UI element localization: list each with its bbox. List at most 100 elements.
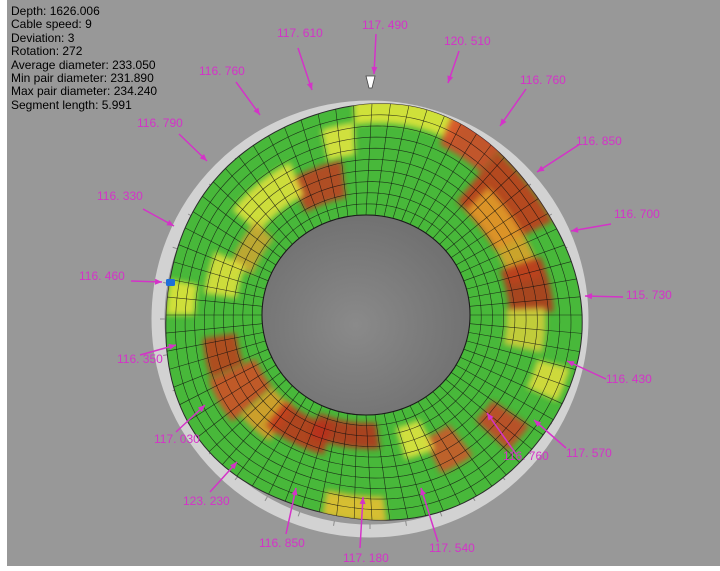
callout-label: 123. 230 (183, 494, 230, 508)
info-label: Average diameter (11, 57, 106, 72)
info-label: Depth (11, 4, 44, 18)
callout-arrowhead (359, 497, 366, 505)
info-separator: : (107, 84, 114, 99)
callout-arrowhead (230, 462, 237, 470)
callout-arrowhead (537, 165, 545, 172)
callout-label: 117. 030 (154, 432, 200, 446)
info-row: Average diameter: 233.050 (11, 57, 157, 72)
callout-leader (420, 487, 439, 543)
callout-label: 116. 330 (97, 189, 143, 203)
callout: 116. 760 (499, 73, 566, 127)
callout-leader (533, 419, 567, 449)
callout-arrowhead (154, 278, 162, 285)
callout-leader (566, 360, 607, 380)
callout-label: 116. 790 (137, 116, 183, 130)
info-label: Segment length (11, 97, 96, 112)
callout-label: 117. 540 (429, 541, 475, 555)
callout-label: 120. 510 (444, 34, 491, 48)
callout-arrowhead (585, 293, 593, 300)
callout-arrowhead (199, 153, 207, 161)
callout-leader (285, 487, 297, 535)
info-row: Min pair diameter: 231.890 (11, 71, 157, 86)
heatmap-patch (208, 358, 273, 422)
info-value: 1626.006 (49, 4, 100, 18)
callout-label: 117. 610 (277, 26, 323, 40)
info-label: Min pair diameter (11, 71, 104, 86)
callout-arrowhead (371, 66, 378, 74)
callout-label: 116. 760 (503, 449, 549, 463)
info-value: 9 (85, 17, 92, 32)
info-separator: : (55, 44, 63, 59)
callout-label: 116. 460 (79, 269, 125, 283)
callout-label: 116. 350 (117, 352, 163, 366)
callout-leader (486, 412, 517, 455)
callout-label: 117. 490 (362, 18, 408, 32)
info-label: Cable speed (11, 17, 79, 32)
callout: 120. 510 (444, 34, 491, 84)
callout-label: 115. 730 (626, 288, 672, 302)
heatmap-patch (503, 307, 546, 353)
info-value: 3 (67, 30, 75, 45)
heatmap-patch (166, 279, 199, 315)
callout-arrowhead (168, 343, 176, 350)
callout-label: 116. 700 (614, 207, 660, 221)
top-marker[interactable] (365, 75, 376, 89)
callout-label: 116. 850 (259, 536, 305, 550)
callout: 123. 230 (183, 461, 238, 508)
callout-arrowhead (420, 488, 426, 496)
callout-arrowhead (567, 361, 575, 367)
callout-arrowhead (291, 488, 298, 496)
left-marker[interactable] (166, 279, 175, 286)
callout-leader (499, 88, 527, 127)
callout-label: 117. 180 (343, 551, 389, 565)
info-row: Depth: 1626.006 (11, 4, 157, 18)
surface-heatmap (166, 103, 571, 521)
heatmap-patch (240, 387, 294, 442)
callout: 117. 610 (277, 26, 323, 91)
callout-leader (359, 496, 364, 549)
callout: 116. 760 (199, 64, 261, 116)
callout-leader (536, 143, 581, 173)
callout: 117. 540 (420, 487, 475, 555)
info-separator: : (95, 97, 102, 112)
info-separator: : (78, 17, 86, 32)
callout-leader (297, 47, 313, 91)
callout: 115. 730 (584, 288, 672, 302)
callout-arrowhead (306, 82, 313, 90)
info-label: Deviation (11, 30, 62, 45)
callout: 116. 430 (566, 360, 652, 386)
callout: 116. 850 (536, 134, 622, 173)
callout-arrowhead (571, 226, 579, 233)
callout: 116. 460 (79, 269, 163, 285)
callout-arrowhead (253, 107, 260, 115)
callout: 117. 490 (362, 18, 408, 75)
heatmap-patch (424, 424, 473, 474)
callout-arrowhead (487, 413, 494, 421)
info-value: 5.991 (101, 97, 132, 112)
inner-bore (261, 214, 471, 416)
callout: 116. 700 (570, 207, 660, 233)
callout-arrowhead (166, 220, 174, 226)
info-panel: Depth: 1626.006 Cable speed: 9 Deviation: … (11, 4, 157, 112)
heatmap-patch (204, 251, 246, 299)
callout: 116. 760 (486, 412, 549, 463)
info-separator: : (61, 30, 68, 45)
info-row: Cable speed: 9 (11, 18, 157, 31)
info-row: Max pair diameter: 234.240 (11, 85, 157, 98)
heatmap-patch (202, 333, 244, 379)
info-row: Segment length: 5.991 (11, 97, 157, 112)
info-value: 234.240 (113, 84, 158, 99)
callout-label: 116. 850 (576, 134, 622, 148)
info-separator: : (43, 4, 50, 18)
callout-label: 116. 430 (606, 372, 652, 386)
info-label: Max pair diameter (11, 84, 108, 99)
callout-label: 116. 760 (199, 64, 245, 78)
callout-layer: 117. 490 120. 510 116. 760 116. 850 116. 700… (79, 18, 672, 565)
callout: 117. 180 (343, 496, 389, 565)
info-row: Deviation: 3 (11, 30, 157, 45)
callout-label: 116. 760 (520, 73, 566, 87)
info-row: Rotation: 272 (11, 45, 157, 58)
callout: 117. 570 (533, 419, 612, 460)
